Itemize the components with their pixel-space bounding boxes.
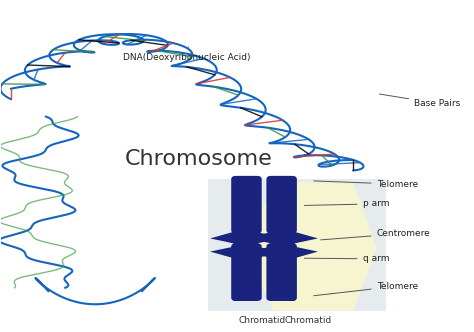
Text: q arm: q arm: [304, 254, 389, 263]
Text: Base Pairs: Base Pairs: [379, 94, 460, 108]
Text: Telomere: Telomere: [314, 282, 418, 296]
Text: Chromosome: Chromosome: [125, 149, 272, 169]
FancyBboxPatch shape: [231, 243, 262, 301]
Text: Telomere: Telomere: [314, 180, 418, 189]
Polygon shape: [269, 228, 294, 247]
FancyBboxPatch shape: [266, 243, 297, 301]
FancyBboxPatch shape: [266, 176, 297, 233]
Text: Centromere: Centromere: [321, 229, 430, 240]
Text: DNA(Deoxyribonucleic Acid): DNA(Deoxyribonucleic Acid): [123, 47, 251, 62]
FancyBboxPatch shape: [231, 176, 262, 233]
Text: p arm: p arm: [304, 199, 389, 208]
PathPatch shape: [247, 179, 318, 301]
Text: Chromatid: Chromatid: [238, 316, 285, 325]
Polygon shape: [246, 183, 377, 311]
Polygon shape: [234, 228, 259, 247]
PathPatch shape: [210, 179, 281, 301]
Polygon shape: [208, 179, 386, 311]
Text: Chromatid: Chromatid: [285, 316, 332, 325]
